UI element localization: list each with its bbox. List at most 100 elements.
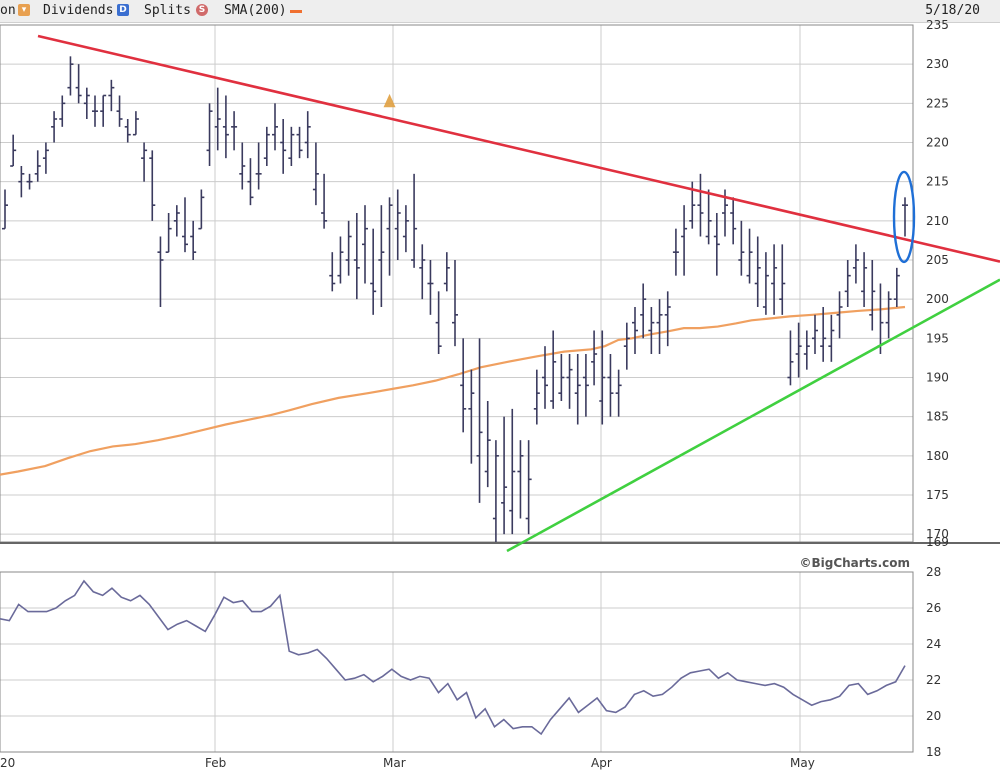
price-bar xyxy=(574,354,581,425)
price-bar xyxy=(492,440,499,542)
price-tick-label: 195 xyxy=(926,331,949,345)
price-bar xyxy=(108,79,115,112)
price-bar xyxy=(869,260,876,331)
lower-indicator-panel: 28 26 24 22 20 18 xyxy=(0,565,941,759)
price-bar xyxy=(83,87,90,119)
price-bar xyxy=(100,94,107,127)
price-bar xyxy=(550,330,557,409)
price-tick-label: 190 xyxy=(926,371,949,385)
dividends-label: Dividends xyxy=(43,3,114,18)
price-bar xyxy=(803,330,810,370)
price-tick-label: 205 xyxy=(926,253,949,267)
price-bar xyxy=(844,260,851,307)
price-bar xyxy=(288,126,295,166)
price-bar xyxy=(435,291,442,354)
price-bar xyxy=(231,111,238,151)
price-bar xyxy=(296,126,303,159)
price-bar xyxy=(607,354,614,417)
price-bar xyxy=(762,252,769,315)
price-tick-label: 170 xyxy=(926,527,949,541)
price-bar xyxy=(411,173,418,268)
price-bar xyxy=(116,95,123,127)
price-bar xyxy=(141,142,148,182)
splits-icon: S xyxy=(196,4,208,16)
price-bar xyxy=(476,338,483,503)
price-bar xyxy=(705,189,712,245)
price-bar xyxy=(542,346,548,409)
price-bar xyxy=(812,314,818,354)
price-bar xyxy=(525,440,532,535)
price-bar xyxy=(304,111,311,159)
price-bar xyxy=(75,64,82,104)
price-bar xyxy=(582,354,589,417)
price-bar xyxy=(321,173,328,229)
price-bar xyxy=(558,354,565,401)
price-bar xyxy=(852,244,859,284)
price-bar xyxy=(10,134,17,167)
price-bar xyxy=(484,401,491,488)
dividends-icon: D xyxy=(117,4,129,16)
price-bar xyxy=(165,213,172,253)
price-tick-label: 220 xyxy=(926,136,949,150)
price-bar xyxy=(754,236,761,307)
price-bar xyxy=(787,330,794,386)
price-bar xyxy=(214,87,221,151)
date-tick-label: Feb xyxy=(205,756,226,770)
price-bar xyxy=(640,283,647,339)
price-bar xyxy=(427,260,434,315)
price-bar xyxy=(149,150,156,221)
price-tick-label: 235 xyxy=(926,18,949,32)
price-bar xyxy=(378,205,385,307)
price-bar xyxy=(713,213,720,276)
price-tick-label: 225 xyxy=(926,96,949,110)
date-tick-label: Mar xyxy=(383,756,406,770)
dividend-marker-icon xyxy=(383,93,396,108)
date-tick-label: May xyxy=(790,756,815,770)
price-bar xyxy=(345,220,352,276)
support-trendline xyxy=(506,278,1000,553)
price-bar xyxy=(623,322,630,370)
price-bar xyxy=(443,252,450,292)
price-bar xyxy=(509,408,516,535)
price-bar xyxy=(329,252,336,292)
lower-tick-label: 24 xyxy=(926,637,941,651)
price-axis-labels: 235 230 225 220 215 210 205 200 195 190 185 180 175 1… xyxy=(926,18,949,549)
price-bar xyxy=(34,150,41,182)
price-bar xyxy=(779,244,786,315)
price-bar xyxy=(272,103,278,151)
date-tick-label: Apr xyxy=(591,756,612,770)
price-bar xyxy=(615,369,622,417)
price-bar xyxy=(312,142,319,206)
price-bar xyxy=(746,228,753,284)
price-bar xyxy=(92,95,98,127)
price-bar xyxy=(198,189,205,230)
sma-label: SMA(200) xyxy=(224,3,287,18)
price-bar xyxy=(280,119,287,174)
price-bar xyxy=(885,291,892,339)
lower-tick-label: 22 xyxy=(926,673,941,687)
price-bar xyxy=(861,252,868,307)
lower-tick-label: 20 xyxy=(926,709,941,723)
price-bar xyxy=(362,205,368,284)
price-bar xyxy=(681,205,688,276)
price-bar xyxy=(599,330,606,425)
price-bar xyxy=(206,103,213,166)
price-bar xyxy=(460,338,467,433)
price-panel-frame xyxy=(0,24,914,543)
volume-label: on xyxy=(0,3,16,18)
price-bar xyxy=(247,158,254,206)
price-tick-label: 230 xyxy=(926,57,949,71)
price-bar xyxy=(836,291,843,339)
price-bar xyxy=(402,205,409,253)
price-bar xyxy=(730,197,737,245)
resistance-trendline xyxy=(37,34,1000,263)
price-bar xyxy=(51,111,58,143)
sma-legend-swatch xyxy=(290,10,302,13)
price-bar xyxy=(222,95,229,159)
panel-frames xyxy=(0,24,1000,753)
price-bar xyxy=(157,236,164,307)
price-bar xyxy=(263,126,270,166)
lower-panel-frame xyxy=(0,571,914,753)
sma-200-line xyxy=(0,305,906,476)
price-bar xyxy=(190,220,197,260)
